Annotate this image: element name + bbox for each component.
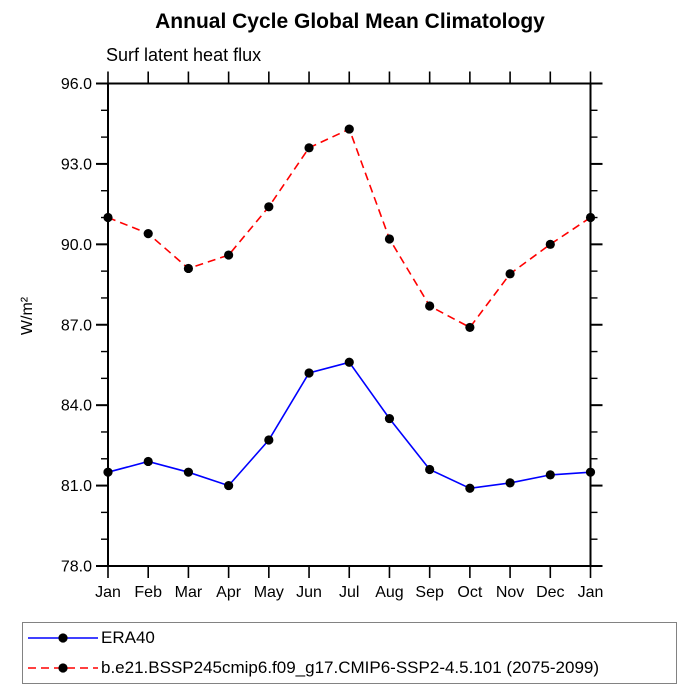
chart-title: Annual Cycle Global Mean Climatology xyxy=(155,10,545,33)
series-line xyxy=(107,361,591,490)
x-tick-label: Apr xyxy=(216,584,242,601)
plot-area: 78.0 81.0 84.0 87.0 90.0 93.0 96.0 Jan Feb Mar Apr… xyxy=(61,71,604,601)
x-tick-label: Jun xyxy=(296,584,322,601)
y-tick-label: 90.0 xyxy=(61,237,92,254)
data-point xyxy=(545,239,555,249)
x-axis: Jan Feb Mar Apr May Jun Jul Aug Sep Oct Nov Dec Jan xyxy=(95,71,604,601)
data-point xyxy=(344,124,354,134)
data-point xyxy=(545,470,555,480)
y-tick-label: 96.0 xyxy=(61,76,92,93)
data-point xyxy=(465,322,475,333)
x-tick-label: Oct xyxy=(457,584,482,601)
legend-key-solid-line xyxy=(28,633,98,643)
x-tick-label: Jul xyxy=(339,584,359,601)
data-point xyxy=(103,467,113,477)
legend-marker-dot xyxy=(58,663,68,673)
y-tick-label: 87.0 xyxy=(61,317,92,334)
data-point xyxy=(384,234,395,244)
data-point xyxy=(304,143,314,153)
data-point xyxy=(465,483,475,493)
series-line xyxy=(107,128,591,329)
x-tick-label: Nov xyxy=(496,584,524,601)
x-tick-label: Feb xyxy=(134,584,162,601)
data-point xyxy=(304,368,314,378)
data-point xyxy=(585,212,596,223)
legend-key-dashed-line xyxy=(28,663,98,673)
data-point xyxy=(585,467,596,477)
x-tick-label: Aug xyxy=(375,584,403,601)
legend-label-era40: ERA40 xyxy=(101,628,155,648)
y-tick-label: 84.0 xyxy=(61,398,92,415)
data-point xyxy=(103,212,113,223)
data-point xyxy=(224,480,234,491)
x-tick-label: Jan xyxy=(95,584,121,601)
data-point xyxy=(344,357,354,367)
x-tick-label: Mar xyxy=(175,584,203,601)
chart-subtitle: Surf latent heat flux xyxy=(106,45,262,65)
data-point xyxy=(505,478,515,488)
y-axis: 78.0 81.0 84.0 87.0 90.0 93.0 96.0 xyxy=(61,76,603,576)
x-tick-label: May xyxy=(254,584,284,601)
data-point xyxy=(143,229,153,239)
data-point xyxy=(183,467,194,477)
x-tick-label: Sep xyxy=(415,584,444,601)
x-tick-label: Dec xyxy=(536,584,564,601)
legend-label-model: b.e21.BSSP245cmip6.f09_g17.CMIP6-SSP2-4.… xyxy=(101,657,600,677)
data-point xyxy=(425,464,435,475)
legend-item-model: b.e21.BSSP245cmip6.f09_g17.CMIP6-SSP2-4.… xyxy=(23,653,676,682)
y-tick-label: 93.0 xyxy=(61,156,92,173)
plot-frame xyxy=(107,82,592,567)
data-point xyxy=(264,202,274,212)
legend-marker-dot xyxy=(58,633,68,643)
data-point xyxy=(505,269,515,279)
series-1 xyxy=(103,124,596,333)
data-point xyxy=(425,301,435,311)
series-0 xyxy=(103,357,596,493)
data-point xyxy=(264,435,274,445)
legend-item-era40: ERA40 xyxy=(23,624,676,653)
data-point xyxy=(183,263,194,274)
y-tick-label: 78.0 xyxy=(61,559,92,576)
legend-box: ERA40 b.e21.BSSP245cmip6.f09_g17.CMIP6-S… xyxy=(22,622,677,684)
x-tick-label: Jan xyxy=(578,584,604,601)
data-point xyxy=(224,250,234,260)
data-point xyxy=(384,413,395,424)
data-point xyxy=(143,456,153,467)
y-tick-label: 81.0 xyxy=(61,478,92,495)
